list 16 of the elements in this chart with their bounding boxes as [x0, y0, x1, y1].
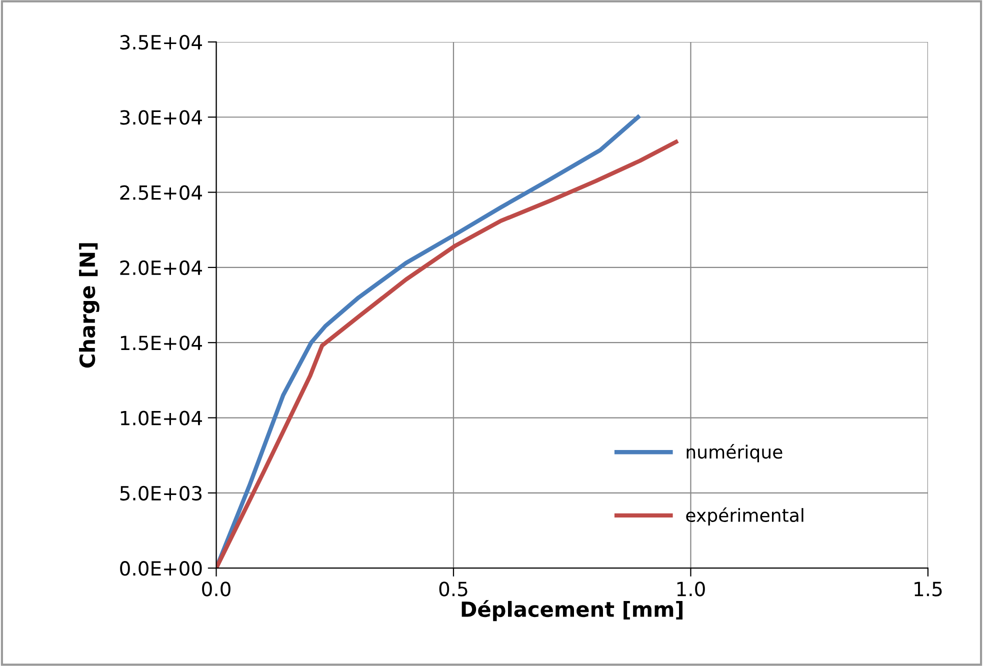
y-tick-label: 3.5E+04 [120, 34, 202, 50]
y-tick-label: 5.0E+03 [120, 486, 202, 501]
x-axis-title: Déplacement [mm] [462, 600, 682, 622]
y-axis-title: Charge [N] [79, 243, 100, 368]
y-tick-label: 3.0E+04 [120, 110, 202, 125]
x-tick-label: 0.5 [439, 582, 468, 596]
x-tick-label: 0.0 [202, 582, 230, 596]
y-tick-label: 2.5E+04 [120, 185, 202, 200]
y-tick-label: 1.5E+04 [120, 336, 202, 350]
legend-label: expérimental [686, 507, 804, 526]
x-tick-label: 1.0 [677, 582, 705, 596]
legend-label: numérique [686, 444, 782, 462]
y-tick-label: 2.0E+04 [120, 260, 202, 276]
y-tick-label: 0.0E+00 [120, 561, 202, 576]
x-tick-label: 1.5 [914, 582, 942, 596]
y-tick-label: 1.0E+04 [120, 410, 202, 426]
